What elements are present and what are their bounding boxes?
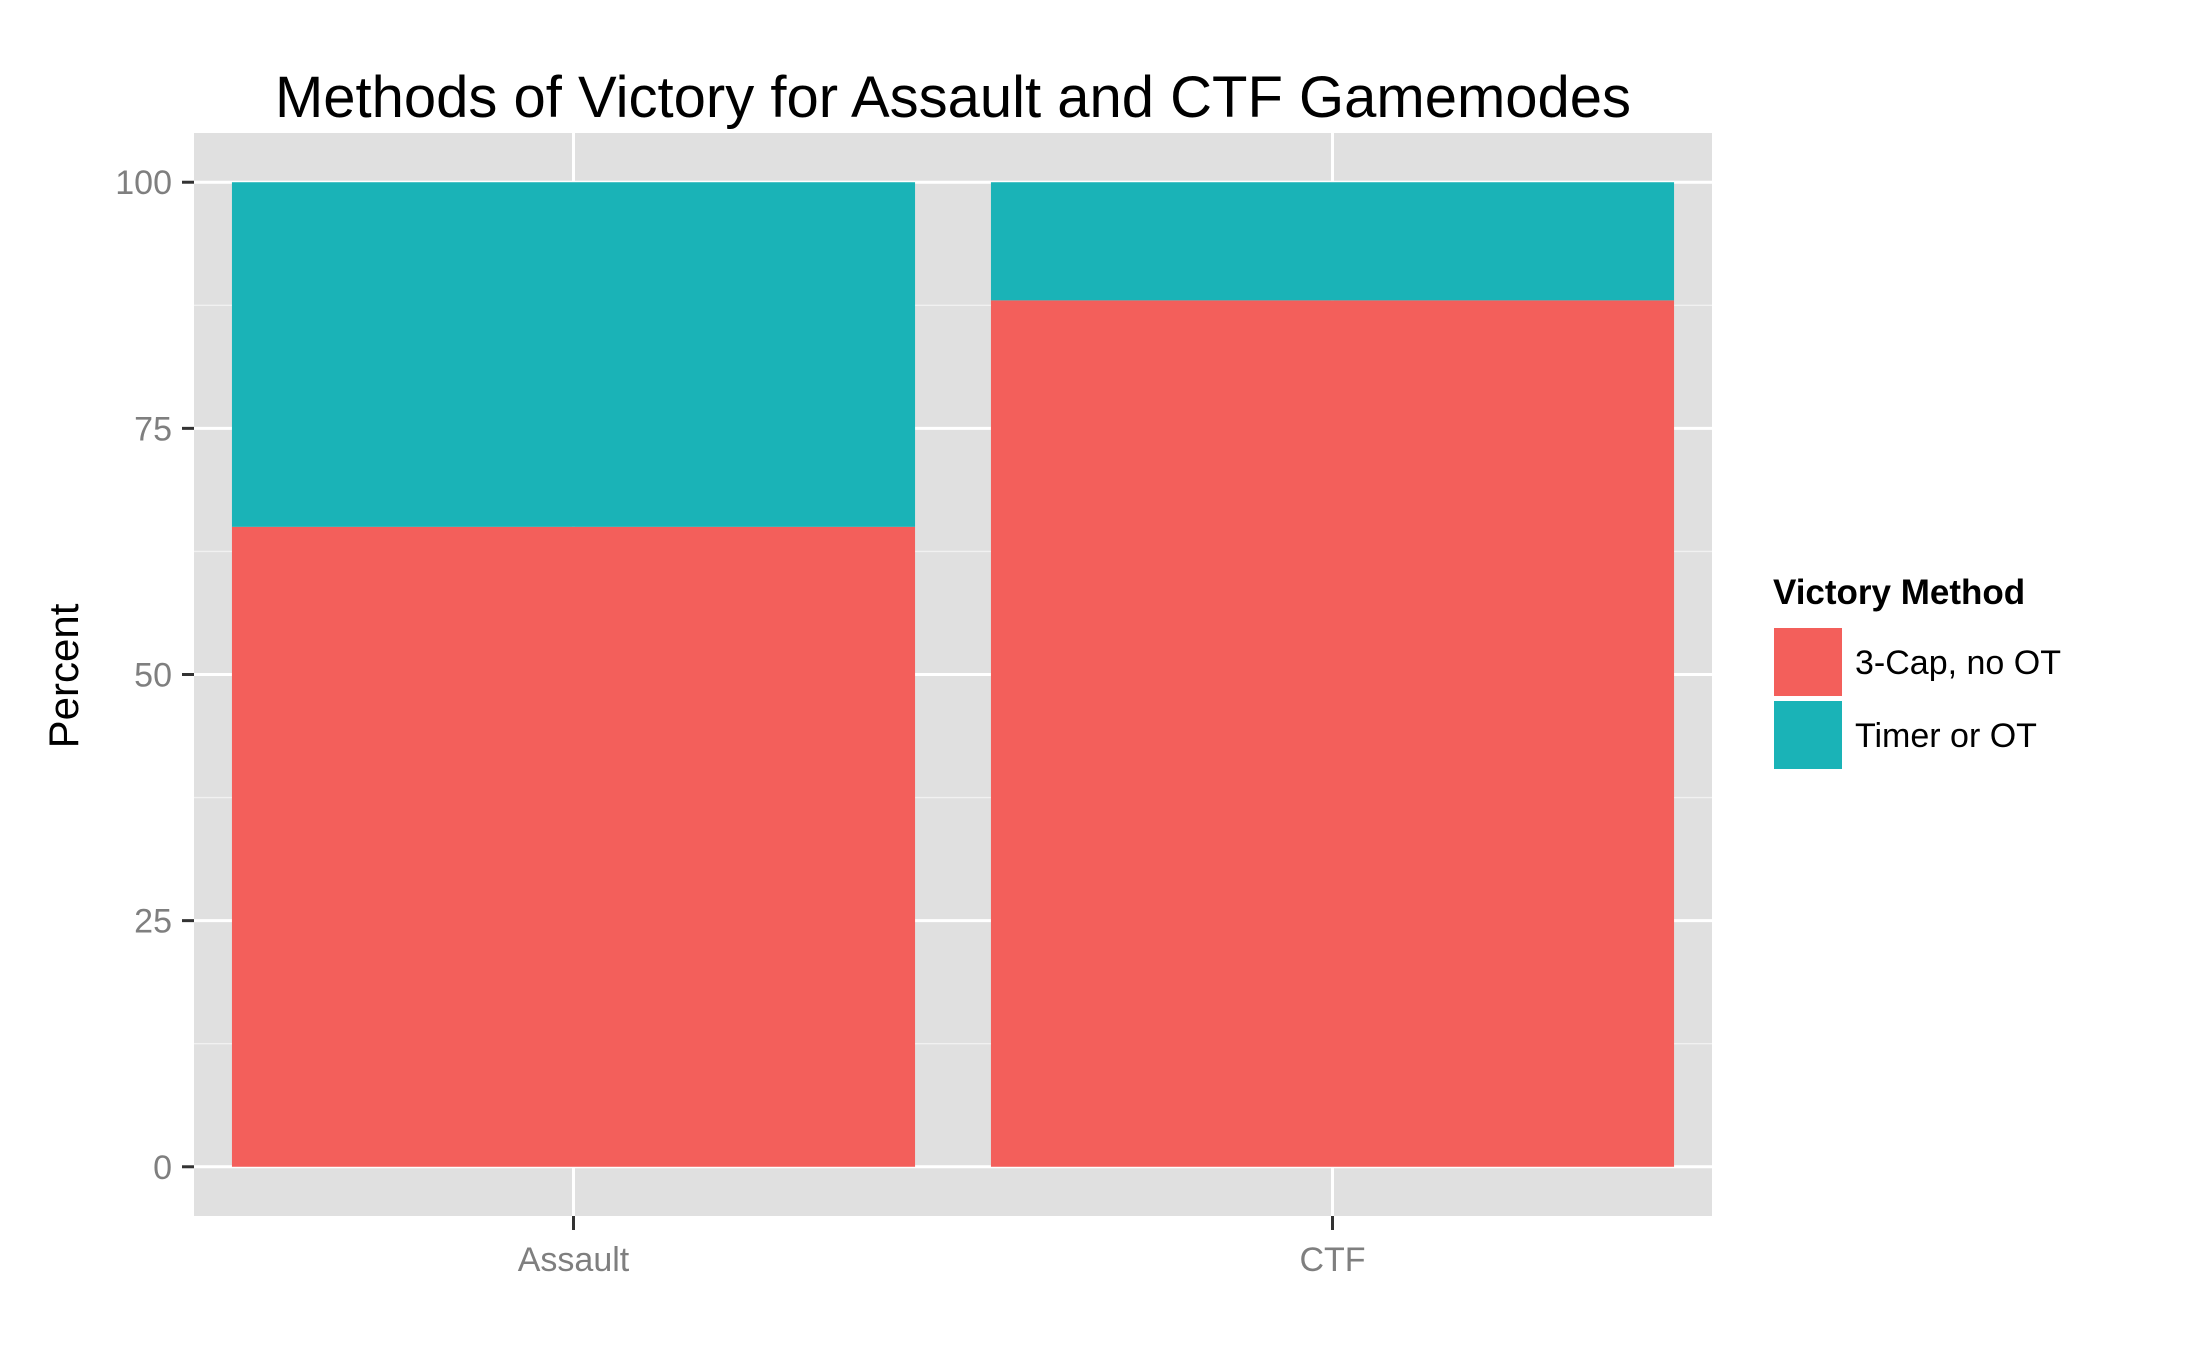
y-tick-label: 0	[153, 1149, 172, 1187]
x-tick-label: Assault	[518, 1241, 630, 1279]
bar	[231, 182, 916, 527]
legend-key	[1772, 626, 1844, 698]
legend-label: Timer or OT	[1855, 717, 2037, 755]
bar	[990, 300, 1675, 1167]
legend-key	[1772, 699, 1844, 771]
x-axis: Assault CTF	[518, 1216, 1366, 1279]
bar	[231, 526, 916, 1167]
y-axis: 0 25 50 75 100	[115, 164, 194, 1187]
y-tick-label: 25	[134, 903, 172, 941]
y-tick-label: 50	[134, 657, 172, 695]
chart-title: Methods of Victory for Assault and CTF G…	[275, 65, 1631, 130]
y-axis-label: Percent	[40, 603, 87, 748]
y-tick-label: 75	[134, 410, 172, 448]
legend-label: 3-Cap, no OT	[1855, 644, 2061, 682]
bars	[231, 182, 1675, 1167]
legend: Victory Method 3-Cap, no OT Timer or OT	[1772, 573, 2061, 771]
bar	[990, 182, 1675, 301]
legend-title: Victory Method	[1773, 573, 2025, 612]
y-tick-label: 100	[115, 164, 172, 202]
x-tick-label: CTF	[1299, 1241, 1365, 1279]
